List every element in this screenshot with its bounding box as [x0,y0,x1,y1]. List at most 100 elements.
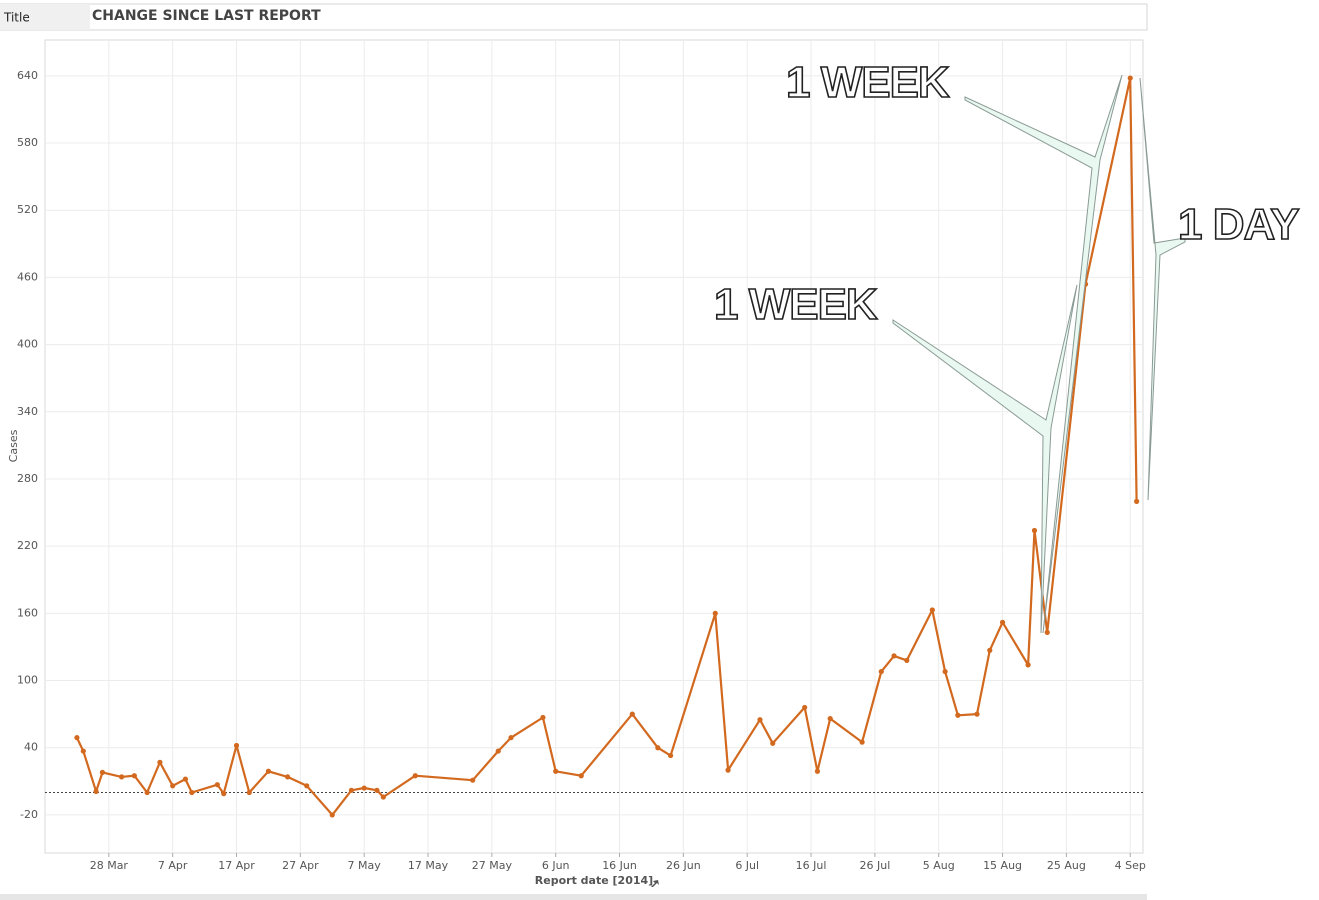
x-tick-label: 4 Sep [1115,859,1146,872]
y-tick-label: 520 [17,203,38,216]
data-point [93,788,99,795]
callout [964,74,1123,634]
data-point [629,711,635,717]
x-tick-label: 6 Jul [735,859,759,872]
data-point [553,768,559,774]
data-point [1025,662,1031,668]
data-point [284,774,291,780]
data-point [412,773,418,779]
x-tick-label: 15 Aug [983,859,1022,872]
y-tick-label: 640 [17,69,38,82]
data-point [233,742,240,749]
data-point [974,711,980,717]
x-tick-label: 27 May [472,859,513,872]
data-point [508,735,514,741]
data-point [904,657,910,663]
y-tick-label: 40 [24,741,38,754]
data-point [987,647,993,653]
data-point [304,783,310,789]
data-point [827,716,833,722]
x-axis-title: Report date [2014] [535,874,653,887]
y-tick-label: -20 [20,808,38,821]
data-point [802,704,808,711]
y-tick-label: 400 [17,338,38,351]
x-tick-label: 25 Aug [1047,859,1086,872]
callout [1139,77,1186,501]
data-point [374,787,380,793]
x-tick-label: 5 Aug [923,859,955,872]
data-point [144,789,150,796]
x-tick-label: 16 Jul [796,859,827,872]
y-tick-label: 280 [17,472,38,485]
data-point [361,785,367,791]
data-point [182,776,189,782]
chart-title: CHANGE SINCE LAST REPORT [92,8,321,24]
title-label: Title [3,11,30,25]
title-bar [0,3,1148,31]
plot-frame [44,39,1144,854]
y-tick-label: 100 [17,674,38,687]
x-tick-label: 17 May [408,859,449,872]
data-point [1031,527,1038,534]
data-point [712,610,718,616]
data-point [942,668,948,675]
data-point [380,794,386,800]
x-tick-label: 26 Jun [666,859,701,872]
annotations: 1 WEEK 1 WEEK 1 DAY [713,57,1301,634]
data-point [878,668,884,675]
annotation: 1 DAY [1178,200,1299,249]
data-point [578,773,584,779]
x-tick-label: 17 Apr [218,859,255,872]
data-point [348,787,355,793]
data-point [119,774,125,780]
data-point [770,740,776,746]
plot [45,75,1143,818]
data-point [891,653,897,659]
data-point [99,769,106,775]
x-tick-label: 7 May [348,859,382,872]
data-point [725,767,731,773]
annotation: 1 WEEK [786,58,950,107]
data-point [999,619,1006,625]
bottom-bar [0,894,1147,900]
data-point [157,759,163,765]
y-tick-label: 340 [17,405,38,418]
data-point [470,777,476,783]
data-point [170,783,176,789]
y-tick-label: 460 [17,270,38,283]
x-tick-label: 28 Mar [90,859,129,872]
x-tick-label: 16 Jun [602,859,637,872]
data-point [131,773,137,779]
callout [892,284,1078,634]
y-tick-label: 160 [17,606,38,619]
x-tick-label: 6 Jun [542,859,570,872]
data-point [929,607,935,613]
pin-icon [651,880,659,887]
y-axis-title: Cases [7,429,20,462]
data-point [265,768,272,774]
x-tick-label: 7 Apr [158,859,188,872]
title-label-cell [0,4,90,30]
data-point [1134,498,1140,504]
data-point [814,768,821,774]
data-point [214,782,220,788]
data-point [189,789,195,796]
data-point [74,735,80,741]
data-point [221,791,227,797]
data-point [655,745,661,751]
y-tick-label: 220 [17,539,38,552]
data-point [540,714,546,721]
data-point [329,812,335,818]
grid: -20 40 100 160 220 280 340 400 460 520 580 640 28 Ma… [17,40,1146,872]
x-tick-label: 27 Apr [282,859,319,872]
data-point [955,712,961,718]
data-point [668,752,674,759]
data-point [859,739,865,745]
data-point [246,789,252,796]
y-tick-label: 580 [17,136,38,149]
data-point [757,717,763,723]
x-tick-label: 26 Jul [860,859,891,872]
data-point [1127,75,1133,81]
